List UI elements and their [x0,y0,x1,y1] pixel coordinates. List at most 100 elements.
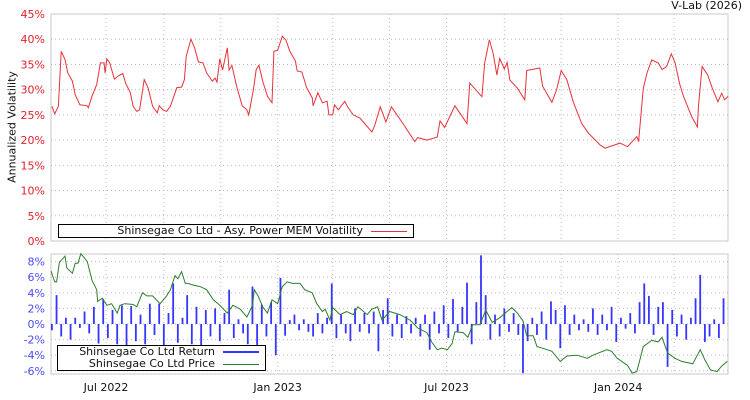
return-bar [358,324,361,332]
return-bar [106,324,109,339]
return-bar [526,324,529,342]
volatility-line [51,35,729,149]
return-bar [554,309,557,324]
return-bar [78,324,81,328]
return-bar [200,324,203,346]
return-bar [134,324,137,342]
legend-swatch-volatility [371,230,407,232]
return-bar [400,324,403,339]
return-bar [442,305,445,324]
return-bar [340,314,342,324]
return-bar [643,283,646,324]
return-bar [382,309,384,324]
volatility-plot-area [50,13,729,242]
return-bar [312,324,314,337]
return-bar [648,295,650,324]
return-bar [419,324,422,337]
return-bar [102,299,105,324]
return-bar [466,282,468,324]
y-tick-label: 5% [28,210,45,223]
return-bar [354,308,356,324]
return-bar [531,317,534,324]
return-bar [615,324,618,342]
return-bar [489,324,492,340]
return-bar [433,311,436,324]
return-bar [298,324,300,331]
legend-label: Shinsegae Co Ltd - Asy. Power MEM Volati… [117,224,363,237]
return-bar [391,324,394,337]
return-bar [592,308,594,324]
return-bar [55,295,58,324]
return-bar [83,311,86,324]
return-bar [587,324,590,332]
return-bar [195,306,198,324]
return-bar [74,317,77,324]
return-bar [568,324,571,335]
return-bar [130,306,133,324]
return-bar [717,324,720,339]
return-bar [50,324,53,331]
return-bar [657,306,660,324]
return-bar [470,324,473,345]
credit-label: V-Lab (2026) [671,0,742,12]
return-bar [69,324,72,340]
return-bar [368,324,370,334]
return-bar [671,309,674,324]
return-bar [204,309,207,324]
return-bar [685,324,688,340]
return-bar [410,324,412,334]
return-bar [377,324,380,352]
return-bar [260,304,263,324]
return-bar [270,302,273,324]
return-bar [148,303,151,324]
y-tick-label: 8% [28,256,45,269]
return-bar [536,324,538,335]
volatility-legend: Shinsegae Co Ltd - Asy. Power MEM Volati… [58,224,414,238]
return-bar [386,298,389,324]
return-bar [363,313,366,324]
return-bar [610,306,613,324]
return-bar [559,324,562,349]
return-bar [699,274,702,324]
return-bar [606,324,608,331]
return-bar [116,324,119,345]
return-bar [302,319,305,324]
return-bar [447,324,450,339]
return-bar [246,324,249,345]
return-bar [88,324,91,334]
return-bar [120,305,123,324]
return-bar [256,324,259,346]
return-bar [414,317,417,324]
return-bar [517,324,520,335]
y-tick-label: 0% [28,318,45,331]
return-bar [396,314,398,324]
y-tick-label: -4% [24,349,45,362]
y-tick-label: 4% [28,287,45,300]
return-bar [722,298,725,324]
return-bar [307,324,310,332]
return-bar [190,324,193,345]
return-bar [652,324,655,335]
return-bar [456,324,459,332]
return-bar [218,324,221,342]
y-tick-label: 35% [21,58,45,71]
y-tick-label: 2% [28,302,45,315]
return-bar [428,324,431,350]
price-line [50,252,728,374]
legend-entry-return: Shinsegae Co Ltd Return [58,346,265,358]
return-bar [158,303,161,324]
return-bar [475,302,478,324]
return-bar [293,314,296,324]
return-bar [111,309,114,324]
return-bar [284,324,287,336]
return-bar [582,319,585,324]
return-bar [265,324,268,337]
return-bar [578,324,580,331]
return-bar [335,324,338,339]
return-bar [92,306,95,324]
legend-swatch-price [223,363,259,365]
x-tick-label: Jul 2023 [423,381,469,394]
return-bar [550,301,552,324]
